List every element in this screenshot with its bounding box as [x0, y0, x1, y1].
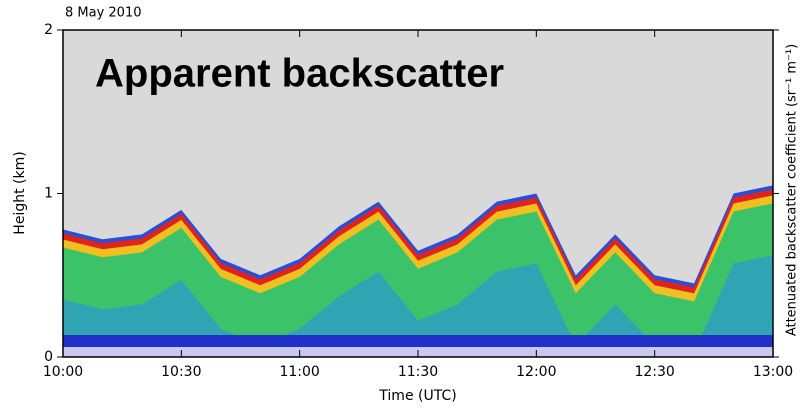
annotation: Apparent backscatter — [95, 52, 504, 96]
y-tick-label: 2 — [44, 22, 53, 38]
x-tick-label: 12:00 — [516, 364, 556, 380]
x-tick-label: 10:30 — [161, 364, 201, 380]
plot-area — [63, 185, 773, 357]
x-tick-label: 12:30 — [634, 364, 674, 380]
x-tick-label: 10:00 — [43, 364, 83, 380]
backscatter-band — [63, 203, 773, 357]
x-tick-label: 13:00 — [753, 364, 793, 380]
y-axis-label: Height (km) — [12, 151, 28, 234]
backscatter-band — [63, 335, 773, 347]
x-tick-label: 11:00 — [279, 364, 319, 380]
y2-axis-label: Attenuated backscatter coefficient (sr⁻¹… — [785, 44, 800, 336]
x-tick-label: 11:30 — [398, 364, 438, 380]
chart-title: 8 May 2010 — [65, 6, 142, 21]
backscatter-band — [63, 255, 773, 357]
y-tick-label: 0 — [44, 349, 53, 365]
x-axis-label: Time (UTC) — [378, 388, 456, 404]
y-tick-label: 1 — [44, 186, 53, 202]
